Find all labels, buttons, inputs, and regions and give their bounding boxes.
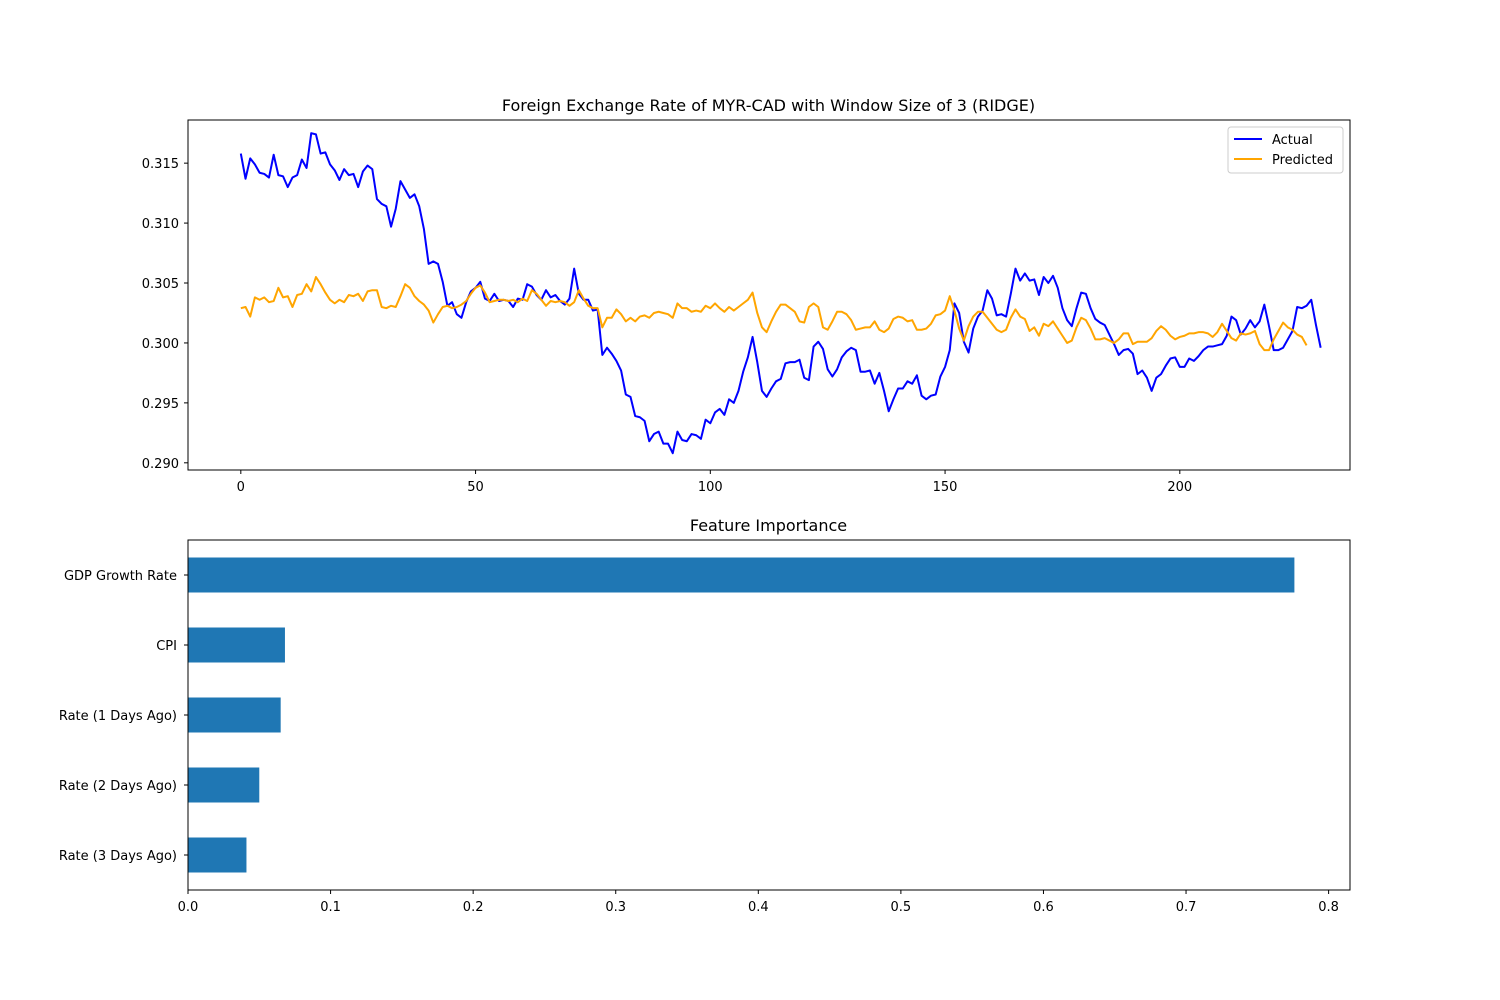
category-label: Rate (2 Days Ago): [59, 779, 177, 794]
line-chart: Foreign Exchange Rate of MYR-CAD with Wi…: [142, 96, 1351, 495]
x-tick-label: 0.2: [463, 900, 484, 915]
y-tick-label: 0.305: [142, 277, 179, 292]
bar: [188, 767, 260, 803]
x-tick-label: 50: [467, 480, 484, 495]
bar-group: [188, 557, 1295, 873]
bar: [188, 697, 281, 733]
line-chart-frame: [187, 119, 1351, 471]
series-line-predicted: [240, 276, 1308, 352]
y-tick-label: 0.315: [142, 157, 179, 172]
category-label: GDP Growth Rate: [64, 569, 177, 584]
x-tick-label: 150: [933, 480, 958, 495]
x-tick-label: 200: [1167, 480, 1192, 495]
line-chart-x-ticks: 0 50 100 150 200: [237, 470, 1192, 495]
series-line-actual: [239, 132, 1322, 455]
x-tick-label: 0.6: [1033, 900, 1054, 915]
bar-chart-title: Feature Importance: [690, 516, 847, 535]
x-tick-label: 0.1: [320, 900, 341, 915]
bar-chart-y-ticks: GDP Growth Rate CPI Rate (1 Days Ago) Rate …: [59, 569, 188, 864]
category-label: Rate (3 Days Ago): [59, 849, 177, 864]
x-tick-label: 0.8: [1318, 900, 1339, 915]
line-chart-y-ticks: 0.290 0.295 0.300 0.305 0.310 0.315: [142, 157, 188, 472]
bar: [188, 837, 247, 873]
x-tick-label: 0.7: [1176, 900, 1197, 915]
line-series-group: [239, 132, 1322, 455]
y-tick-label: 0.295: [142, 397, 179, 412]
x-tick-label: 100: [698, 480, 723, 495]
y-tick-label: 0.310: [142, 217, 179, 232]
y-tick-label: 0.290: [142, 457, 179, 472]
y-tick-label: 0.300: [142, 337, 179, 352]
legend-label-predicted: Predicted: [1272, 153, 1333, 168]
category-label: CPI: [156, 639, 177, 654]
bar-chart-x-ticks: 0.0 0.1 0.2 0.3 0.4 0.5 0.6 0.7 0.8: [178, 890, 1339, 915]
bar: [188, 557, 1295, 593]
legend: Actual Predicted: [1227, 126, 1344, 174]
line-chart-title: Foreign Exchange Rate of MYR-CAD with Wi…: [502, 96, 1035, 115]
x-tick-label: 0.3: [605, 900, 626, 915]
bar-chart: Feature Importance 0.0 0.1 0.2 0.3 0.4 0.5 0.6…: [59, 516, 1351, 915]
bar: [188, 627, 285, 663]
legend-label-actual: Actual: [1272, 133, 1313, 148]
category-label: Rate (1 Days Ago): [59, 709, 177, 724]
x-tick-label: 0.0: [178, 900, 199, 915]
x-tick-label: 0.4: [748, 900, 769, 915]
x-tick-label: 0.5: [891, 900, 912, 915]
x-tick-label: 0: [237, 480, 245, 495]
